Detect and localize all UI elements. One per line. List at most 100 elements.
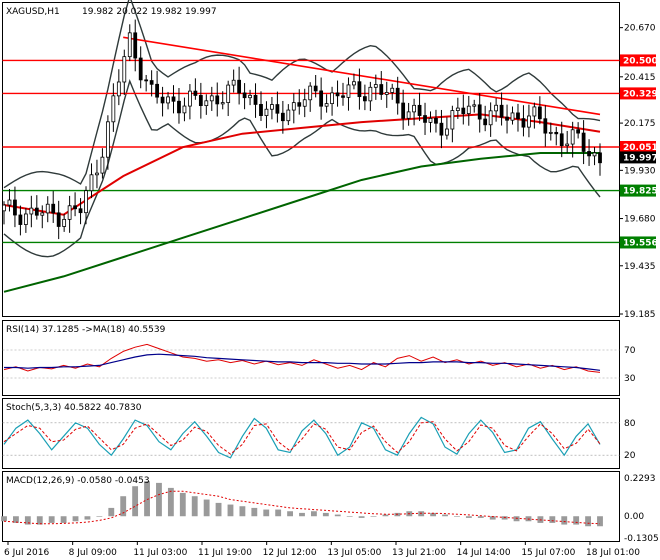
macd-bar [334, 514, 341, 517]
candle-body [127, 32, 132, 58]
candle-body [270, 104, 274, 110]
candle-body [445, 128, 449, 136]
candle-body [346, 84, 351, 98]
level-tag-label: 20.500 [623, 56, 658, 66]
macd-bar [430, 512, 437, 517]
macd-bar [310, 511, 317, 517]
macd-signal-line [3, 490, 601, 525]
candle-body [7, 199, 12, 206]
price-tick-label: 19.930 [624, 166, 656, 176]
macd-bar [454, 516, 460, 517]
candle-body [95, 172, 99, 176]
macd-bar [322, 512, 329, 517]
macd-bar [203, 499, 210, 517]
level-tag-label: 20.329 [623, 89, 658, 99]
macd-bar [549, 516, 556, 523]
macd-bar [346, 516, 353, 517]
candle-body [62, 218, 67, 227]
price-tick-label: 19.185 [624, 310, 656, 320]
candle-body [390, 87, 395, 93]
candle-body [598, 152, 602, 164]
macd-bar [573, 516, 580, 525]
candle-body [220, 102, 225, 105]
candle-body [177, 100, 181, 114]
candle-body [188, 90, 192, 107]
macd-bar [36, 516, 43, 525]
candle-body [488, 110, 493, 126]
macd-tick-label: 0.00 [624, 512, 644, 522]
candle-body [78, 208, 83, 214]
macd-pane[interactable] [2, 471, 620, 542]
candle-body [417, 104, 422, 116]
candle-body [516, 112, 520, 120]
price-pane[interactable] [2, 2, 620, 317]
candle-body [527, 115, 531, 128]
stoch-pane[interactable] [2, 398, 620, 469]
candle-body [166, 96, 170, 104]
band-upper [3, 0, 601, 189]
candle-body [341, 95, 345, 98]
candle-body [335, 92, 340, 97]
candle-body [439, 122, 444, 136]
macd-bar [108, 507, 115, 517]
candle-body [226, 84, 231, 103]
time-tick-label: 8 Jul 09:00 [69, 548, 118, 558]
macd-bar [382, 514, 389, 517]
macd-bar [442, 514, 448, 517]
candle-body [565, 143, 570, 147]
time-axis: 6 Jul 2016 8 Jul 09:00 11 Jul 03:00 11 Jul … [4, 541, 640, 558]
candle-body [29, 207, 34, 215]
candle-body [23, 213, 28, 225]
rsi-ma-line [4, 353, 601, 371]
macd-bar [489, 516, 496, 520]
candle-body [231, 79, 236, 86]
candle-body [324, 103, 329, 107]
symbol-label: XAGUSD,H1 [6, 7, 60, 17]
candle-body [581, 132, 586, 152]
time-tick-label: 18 Jul 01:00 [586, 548, 640, 558]
candle-body [499, 104, 504, 118]
macd-bar [465, 516, 472, 518]
macd-bar [132, 486, 139, 517]
candle-body [412, 104, 416, 113]
macd-bar [191, 496, 198, 517]
candle-body [18, 214, 23, 225]
level-tag [620, 87, 656, 100]
candle-body [330, 92, 334, 105]
price-tick-label: 20.670 [624, 24, 656, 34]
rsi-plot: 70 30 [2, 343, 636, 384]
current-price-tag [620, 151, 656, 164]
macd-bar [477, 516, 484, 518]
candle-body [149, 80, 154, 85]
candle-body [373, 84, 378, 88]
candle-body [122, 56, 127, 83]
stoch-label: Stoch(5,3,3) 40.5822 40.7830 [6, 403, 142, 413]
price-tick-label: 19.435 [624, 262, 656, 272]
rsi-pane[interactable] [2, 320, 620, 396]
candle-body [193, 90, 198, 96]
macd-plot: 0.2293 0.00 -0.1305 [1, 474, 659, 544]
sma-green-line [3, 151, 600, 293]
candle-body [434, 118, 438, 124]
candle-body [198, 95, 203, 107]
candle-body [494, 104, 499, 112]
candle-body [302, 99, 307, 107]
candle-body [379, 84, 384, 95]
level-tag-label: 19.556 [623, 238, 658, 248]
candle-body [466, 105, 471, 115]
candle-body [215, 95, 220, 105]
candle-body [537, 106, 542, 120]
macd-bar [251, 507, 258, 517]
candle-body [554, 131, 559, 135]
candle-body [73, 205, 77, 210]
macd-bar [12, 516, 19, 523]
candle-body [67, 205, 72, 220]
candle-body [352, 81, 356, 86]
candle-body [395, 87, 400, 104]
candle-body [297, 102, 302, 107]
candle-body [286, 109, 291, 122]
price-plot: 20.500 20.329 20.051 19.825 19.556 19.997 [2, 0, 658, 293]
candle-body [264, 108, 269, 116]
candle-body [548, 131, 553, 134]
macd-tick-label: 0.2293 [624, 474, 656, 484]
